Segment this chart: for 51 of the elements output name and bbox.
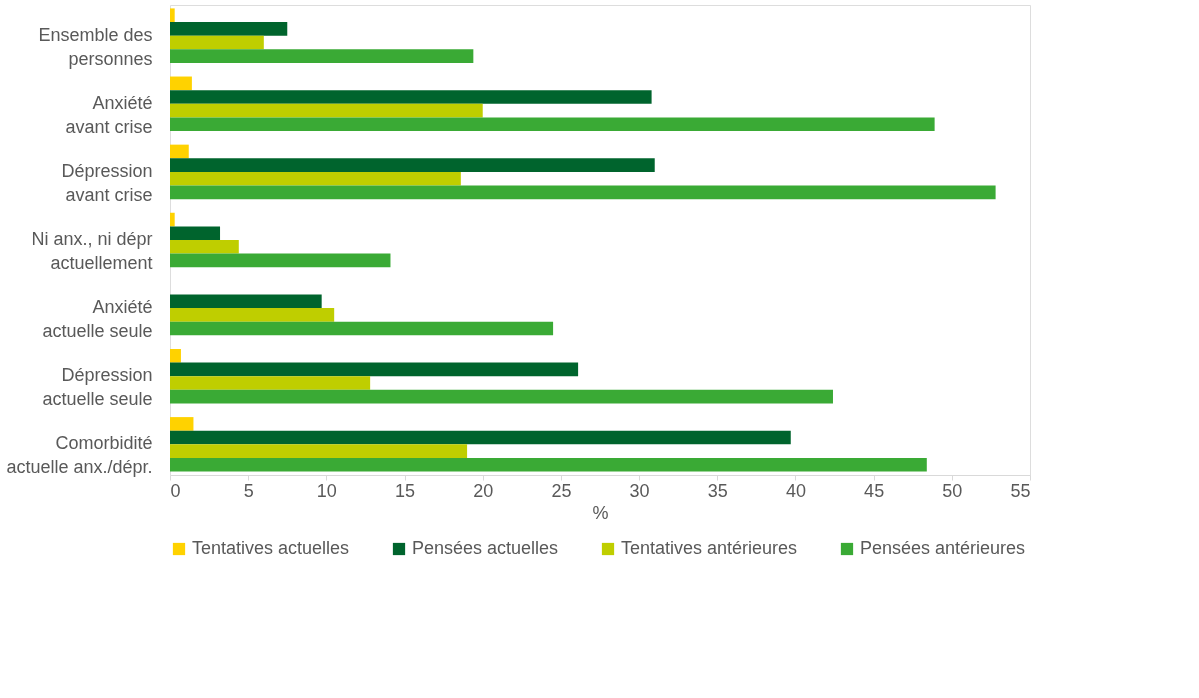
legend-label: Pensées antérieures xyxy=(860,538,1026,558)
x-tick-label: 30 xyxy=(629,480,650,501)
bar xyxy=(170,348,181,363)
legend-label: Tentatives antérieures xyxy=(621,538,798,558)
x-tick-label: 15 xyxy=(395,480,416,501)
x-axis-title: % xyxy=(592,502,609,523)
y-tick-label: Ni anx., ni dépr actuellement xyxy=(31,229,153,273)
bar xyxy=(170,117,935,132)
bar xyxy=(170,226,221,240)
bar xyxy=(170,90,652,104)
y-tick-label: Ensemble des personnes xyxy=(38,24,153,69)
bar xyxy=(170,144,189,159)
y-tick-label: Dépression avant crise xyxy=(61,160,153,205)
bar xyxy=(170,308,335,322)
bar xyxy=(170,158,655,172)
x-tick-label: 40 xyxy=(785,480,806,501)
x-tick-label: 50 xyxy=(942,480,963,501)
bar xyxy=(170,457,927,472)
bar xyxy=(170,240,239,254)
x-tick-label: 55 xyxy=(1010,480,1031,501)
bar xyxy=(170,294,322,309)
bar xyxy=(170,212,175,227)
bar xyxy=(170,444,468,458)
bar xyxy=(170,103,483,118)
bar xyxy=(170,185,996,200)
x-tick-label: 10 xyxy=(316,480,337,501)
x-tick-label: 25 xyxy=(551,480,572,501)
y-tick-label: Dépression actuelle seule xyxy=(42,365,153,410)
x-tick-label: 20 xyxy=(473,480,494,501)
x-tick-label: 0 xyxy=(170,480,181,501)
legend-label: Tentatives actuelles xyxy=(192,538,350,558)
bar xyxy=(170,389,833,404)
bar xyxy=(170,49,474,63)
bar xyxy=(170,376,371,390)
y-tick-label: Anxiété actuelle seule xyxy=(42,297,153,342)
bar xyxy=(170,253,391,268)
bar xyxy=(170,35,264,50)
x-tick-label: 5 xyxy=(243,480,254,501)
bar xyxy=(170,22,288,36)
bar xyxy=(170,8,175,23)
x-tick-label: 45 xyxy=(864,480,885,501)
bar xyxy=(170,417,194,431)
legend-label: Pensées actuelles xyxy=(412,538,559,558)
bar xyxy=(170,171,461,186)
bar xyxy=(170,362,579,377)
y-tick-label: Anxiété avant crise xyxy=(65,92,153,137)
bar xyxy=(170,321,554,336)
bar xyxy=(170,76,192,91)
x-tick-label: 35 xyxy=(707,480,728,501)
y-tick-label: Comorbidité actuelle anx./dépr. xyxy=(6,433,153,478)
bar xyxy=(170,430,791,445)
